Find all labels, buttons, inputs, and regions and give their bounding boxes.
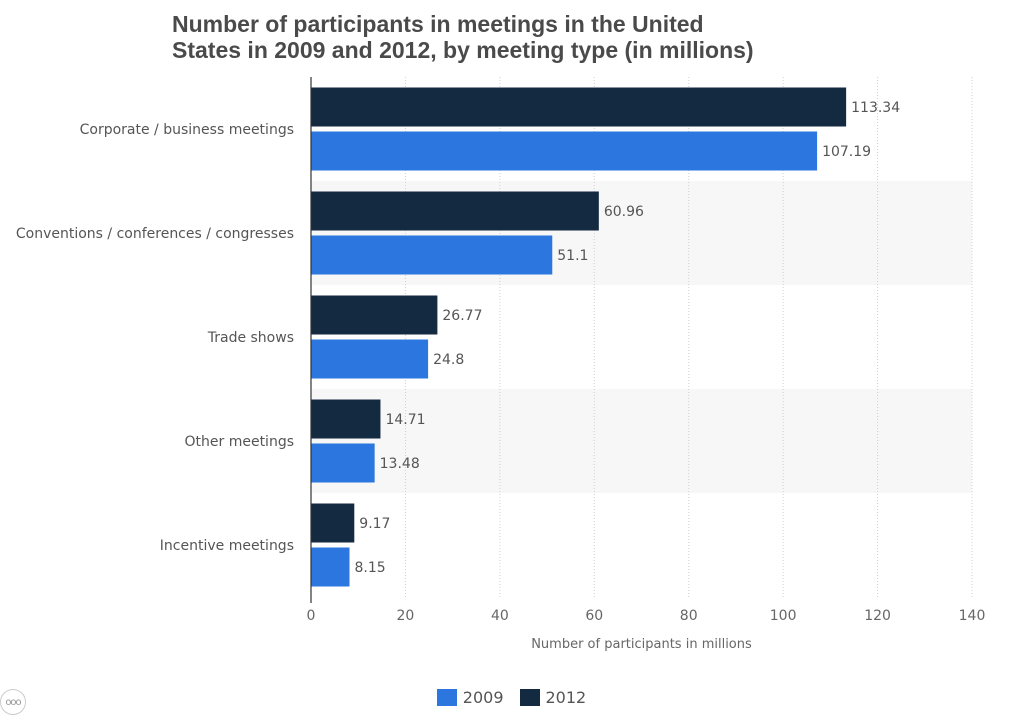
category-label: Incentive meetings: [160, 538, 294, 554]
data-label-2012: 113.34: [851, 100, 900, 116]
bar-2012[interactable]: [311, 295, 438, 335]
legend: 2009 2012: [0, 688, 1023, 707]
x-tick-label: 20: [397, 608, 415, 624]
chart-title: Number of participants in meetings in th…: [172, 11, 872, 63]
x-tick-label: 100: [770, 608, 797, 624]
chart-title-line2: States in 2009 and 2012, by meeting type…: [172, 37, 754, 63]
category-label: Trade shows: [207, 330, 294, 346]
category-label: Corporate / business meetings: [80, 122, 294, 138]
legend-swatch-2009: [436, 689, 457, 706]
bar-2012[interactable]: [311, 87, 847, 127]
category-label: Other meetings: [185, 434, 295, 450]
x-tick-label: 120: [864, 608, 891, 624]
data-label-2012: 26.77: [442, 308, 482, 324]
bar-2009[interactable]: [311, 339, 429, 379]
data-label-2009: 13.48: [380, 456, 420, 472]
chart-title-line1: Number of participants in meetings in th…: [172, 11, 704, 37]
bar-2009[interactable]: [311, 235, 553, 275]
ellipsis-icon[interactable]: ooo: [0, 689, 26, 715]
bar-2009[interactable]: [311, 547, 350, 587]
x-tick-label: 140: [959, 608, 986, 624]
data-label-2012: 9.17: [359, 516, 390, 532]
bar-chart: 113.34 107.19 Corporate / business meeting…: [16, 77, 986, 652]
data-label-2012: 60.96: [604, 204, 644, 220]
menu-glyph: ooo: [5, 696, 21, 708]
legend-item-2009[interactable]: 2009: [436, 688, 504, 707]
x-tick-label: 0: [307, 608, 316, 624]
legend-label-2012: 2012: [545, 688, 587, 707]
x-tick-label: 40: [491, 608, 509, 624]
legend-label-2009: 2009: [462, 688, 504, 707]
data-label-2009: 107.19: [822, 144, 871, 160]
data-label-2009: 51.1: [557, 248, 588, 264]
bar-2009[interactable]: [311, 443, 375, 483]
x-tick-label: 80: [680, 608, 698, 624]
data-label-2009: 24.8: [433, 352, 464, 368]
x-axis-title: Number of participants in millions: [531, 637, 752, 652]
bar-2012[interactable]: [311, 503, 355, 543]
bar-2012[interactable]: [311, 191, 599, 231]
data-label-2009: 8.15: [354, 560, 385, 576]
category-band: [311, 389, 972, 493]
category-label: Conventions / conferences / congresses: [16, 226, 294, 242]
legend-item-2012[interactable]: 2012: [519, 688, 587, 707]
bar-2009[interactable]: [311, 131, 818, 171]
data-label-2012: 14.71: [385, 412, 425, 428]
bar-2012[interactable]: [311, 399, 381, 439]
x-tick-label: 60: [585, 608, 603, 624]
legend-swatch-2012: [519, 689, 540, 706]
